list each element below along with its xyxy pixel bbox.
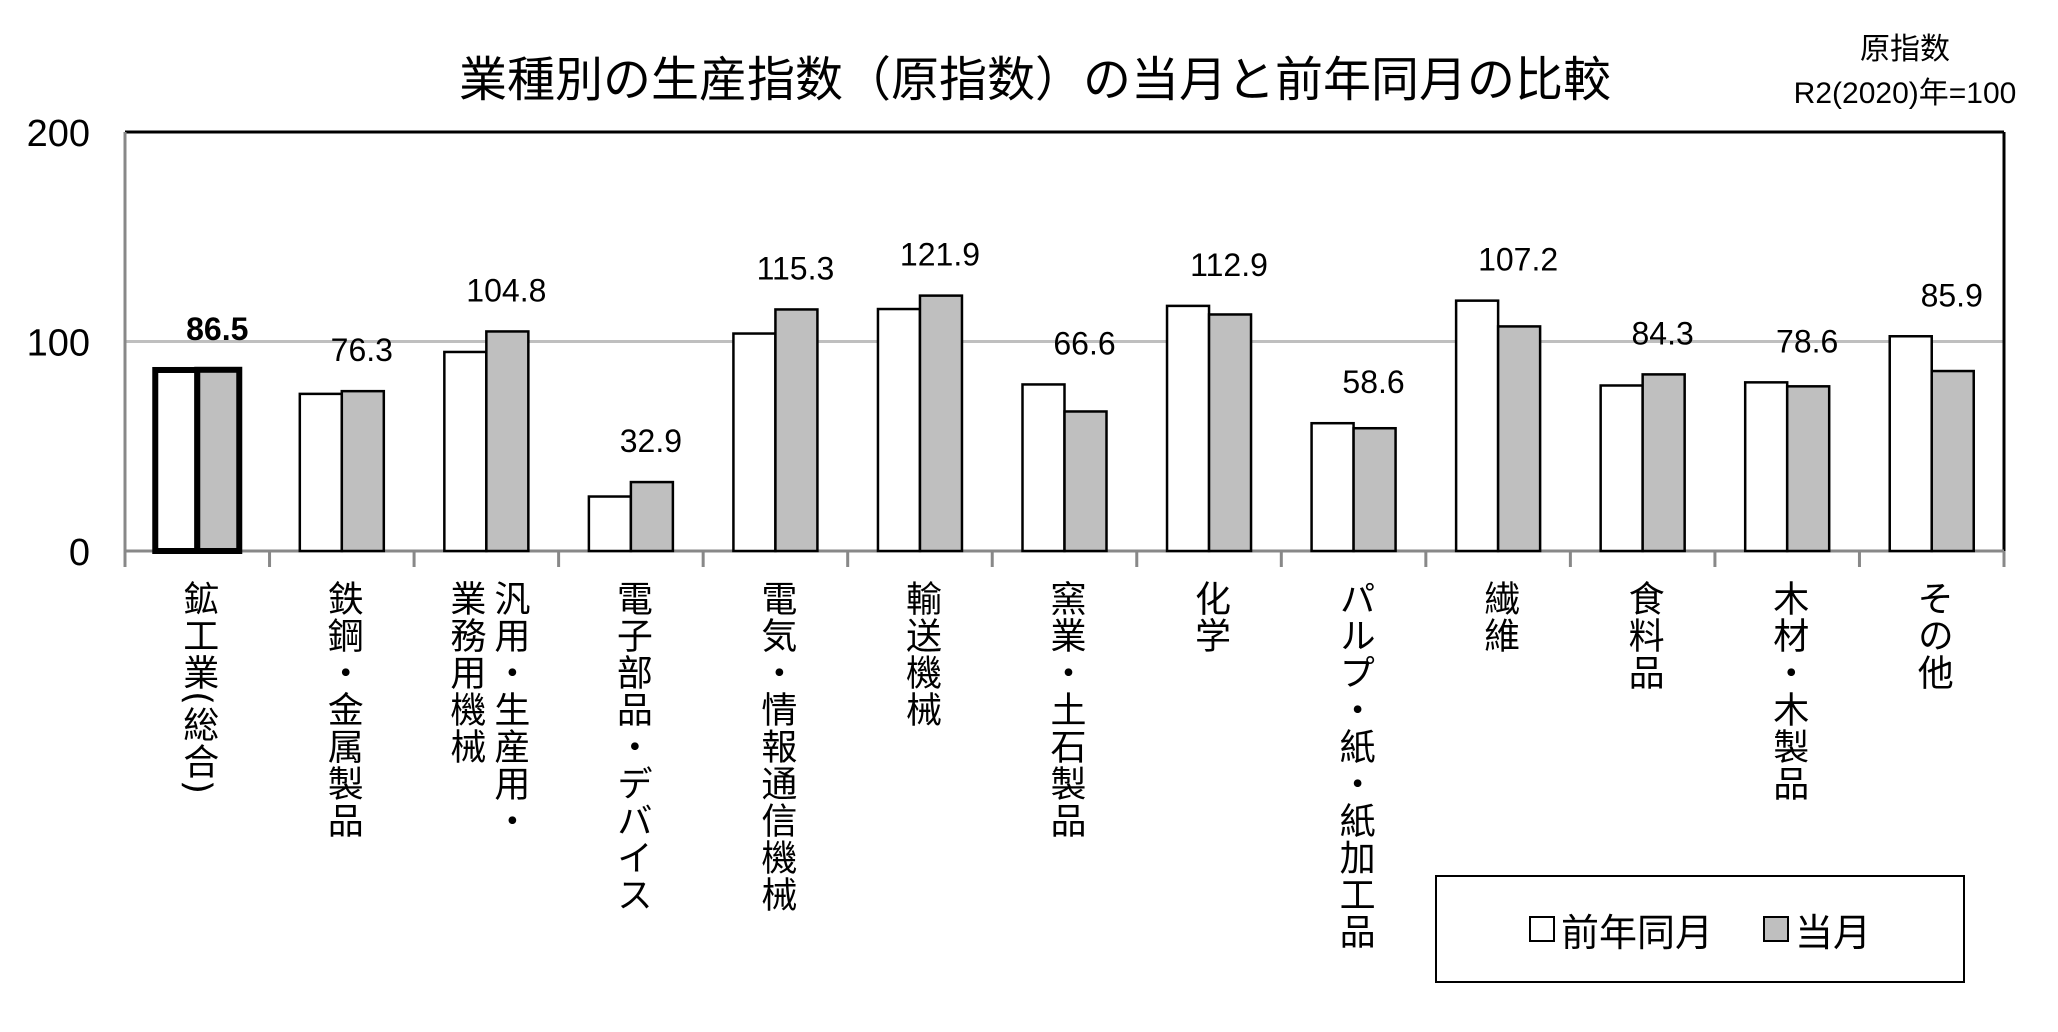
data-label: 112.9 xyxy=(1190,247,1268,283)
bar-previous-year xyxy=(152,366,201,554)
bar-previous-year xyxy=(1165,304,1211,553)
category-label: 木材・木製品 xyxy=(1767,580,1809,802)
bar-previous-year xyxy=(1743,381,1789,553)
data-label: 121.9 xyxy=(900,237,980,273)
unit-note-line-2: R2(2020)年=100 xyxy=(1793,77,2017,110)
category-label: 化学 xyxy=(1189,580,1231,654)
legend: 前年同月 当月 xyxy=(1435,875,1965,983)
bar-previous-year xyxy=(1599,384,1644,553)
bar-current-month xyxy=(629,480,675,553)
data-label: 58.6 xyxy=(1342,364,1404,400)
y-tick-label: 100 xyxy=(27,323,90,365)
bar-previous-year xyxy=(587,495,633,553)
bar-current-month xyxy=(918,294,964,553)
category-label: 食料品 xyxy=(1622,580,1664,691)
category-label: パルプ・紙・紙加工品 xyxy=(1333,580,1375,950)
bar-current-month xyxy=(1785,385,1831,553)
data-label: 66.6 xyxy=(1053,325,1115,361)
bar-previous-year xyxy=(1454,299,1500,553)
y-tick-label: 0 xyxy=(69,532,90,574)
unit-note-line-1: 原指数 xyxy=(1860,33,1950,66)
legend-item-current-month: 当月 xyxy=(1763,902,1871,957)
chart-title: 業種別の生産指数（原指数）の当月と前年同月の比較 xyxy=(458,52,1611,108)
category-label: 鉱工業(総合) xyxy=(177,580,219,796)
legend-swatch-current-month xyxy=(1763,916,1789,942)
category-label: 電気・情報通信機械 xyxy=(755,580,797,913)
category-label: その他 xyxy=(1911,580,1953,691)
bar-previous-year xyxy=(443,350,488,553)
bar-current-month xyxy=(1207,313,1253,553)
bar-current-month xyxy=(485,330,530,553)
data-label: 104.8 xyxy=(466,272,546,308)
bar-current-month xyxy=(1496,325,1542,553)
legend-label-current-month: 当月 xyxy=(1795,910,1872,955)
legend-label-previous-year: 前年同月 xyxy=(1560,910,1713,955)
data-label: 86.5 xyxy=(186,311,248,347)
bar-current-month xyxy=(194,366,243,554)
bar-previous-year xyxy=(298,392,344,553)
bar-current-month xyxy=(1352,426,1397,553)
y-tick-label: 200 xyxy=(27,113,90,155)
data-label: 84.3 xyxy=(1632,315,1694,351)
bar-previous-year xyxy=(732,332,777,553)
bar-previous-year xyxy=(876,307,922,553)
bar-current-month xyxy=(1641,373,1686,553)
legend-swatch-previous-year xyxy=(1528,916,1555,942)
legend-item-previous-year: 前年同月 xyxy=(1528,902,1713,957)
category-label: 鉄鋼・金属製品 xyxy=(321,580,363,839)
bar-previous-year xyxy=(1888,335,1933,553)
bar-previous-year xyxy=(1310,421,1355,553)
bar-current-month xyxy=(340,389,386,553)
bar-previous-year xyxy=(1021,383,1066,553)
data-label: 78.6 xyxy=(1776,323,1838,359)
category-label: 繊維 xyxy=(1478,580,1520,654)
category-label: 窯業・土石製品 xyxy=(1044,580,1086,839)
data-label: 107.2 xyxy=(1478,242,1558,278)
data-label: 115.3 xyxy=(757,250,835,286)
bar-current-month xyxy=(1063,410,1108,553)
category-label: 汎用・生産用・ 業務用機械 xyxy=(444,580,530,839)
category-label: 輸送機械 xyxy=(899,580,941,728)
data-label: 32.9 xyxy=(620,423,682,459)
data-label: 76.3 xyxy=(331,332,393,368)
bar-current-month xyxy=(774,308,819,553)
unit-note: 原指数 R2(2020)年=100 xyxy=(1760,28,2050,116)
category-label: 電子部品・デバイス xyxy=(610,580,652,913)
data-label: 85.9 xyxy=(1921,277,1983,313)
bar-current-month xyxy=(1930,369,1975,553)
